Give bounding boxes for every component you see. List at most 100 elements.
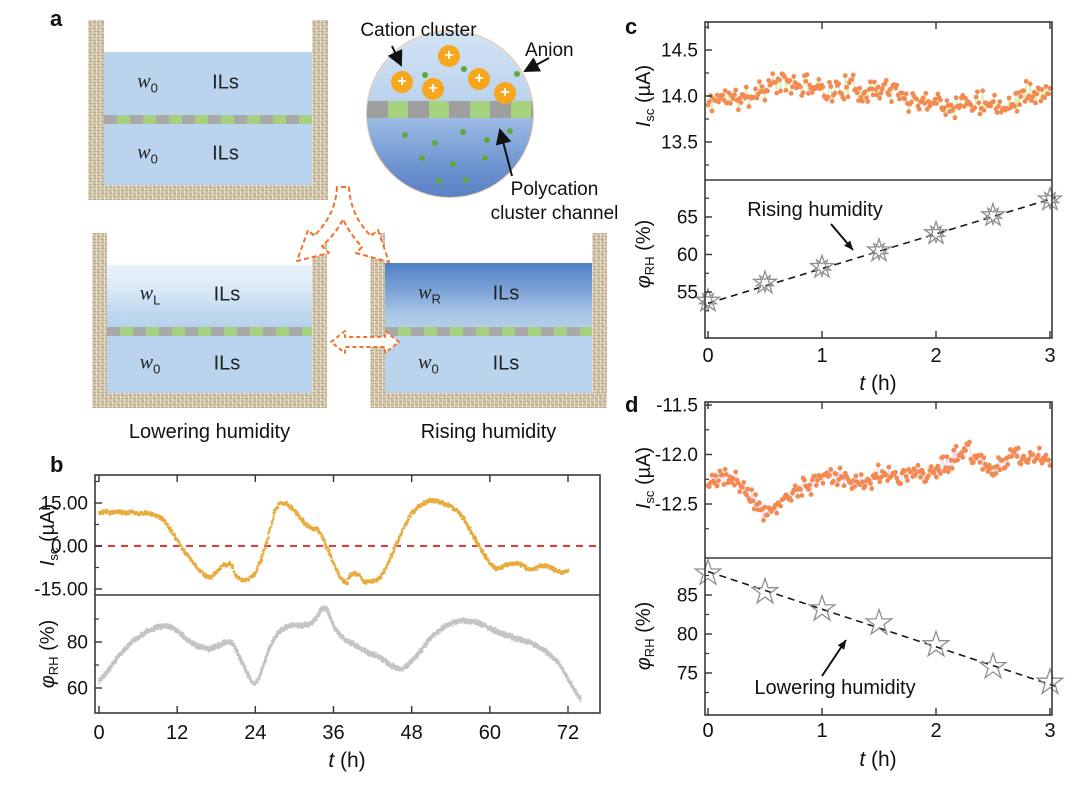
beaker-wall-bottom [92, 393, 327, 408]
star-marker [807, 593, 837, 622]
cation-icon: + [391, 71, 413, 93]
y-axis-label: Isc (µA) [37, 504, 61, 566]
polycation-channel-label: Polycation cluster channel [490, 179, 619, 224]
cation-arrow [387, 45, 403, 67]
y-tick-label: -12.5 [655, 495, 698, 516]
series [694, 71, 1064, 313]
beaker-wall-right [312, 233, 327, 408]
liquid-top: wR ILs [385, 263, 592, 327]
x-tick-label: 0 [93, 722, 104, 744]
beaker-lowering: wL ILs w0 ILs [92, 233, 327, 408]
liquid-top: wL ILs [107, 265, 312, 327]
anion-icon [436, 178, 442, 184]
x-tick-label: 24 [244, 722, 266, 744]
caption-lowering-humidity: Lowering humidity [128, 421, 291, 443]
x-tick-label: 2 [930, 720, 941, 742]
liquid-bottom: w0 ILs [107, 336, 312, 393]
x-tick-label: 36 [322, 722, 344, 744]
cation-cluster-label: Cation cluster [360, 20, 477, 41]
panel-label-d: d [625, 392, 639, 417]
star-marker [922, 219, 950, 245]
y-tick-label: 65 [677, 208, 698, 229]
y-tick-label: -15.00 [34, 580, 88, 601]
anion-icon [482, 155, 488, 161]
star-marker [1035, 666, 1065, 695]
y-axis-label: φRH (%) [633, 602, 657, 671]
annotation: Lowering humidity [754, 639, 916, 699]
panel-label-a: a [50, 6, 63, 31]
y-tick-label: 14.5 [661, 41, 698, 62]
branch-arrow [296, 186, 390, 263]
star-marker [864, 607, 894, 636]
caption-rising-humidity: Rising humidity [420, 421, 557, 443]
x-tick-label: 72 [557, 722, 579, 744]
anion-icon [484, 137, 490, 143]
x-tick-label: 12 [166, 722, 188, 744]
y-tick-label: -12.0 [655, 445, 698, 466]
beaker-rising: wR ILs w0 ILs [370, 233, 607, 408]
cation-icon: + [438, 45, 460, 67]
x-tick-label: 1 [816, 345, 827, 367]
anion-icon [461, 66, 467, 72]
panel-label-b: b [50, 452, 64, 477]
axes: 15.00 0.00 -15.00 Isc (µA) 80 60 φRH (%) 0 12 24 3… [34, 474, 601, 772]
cation-icon: + [422, 78, 444, 100]
star-marker [808, 253, 836, 279]
star-marker [751, 268, 779, 295]
annotation-arrowhead [837, 640, 846, 650]
anion-icon [463, 177, 469, 183]
fluid-label: ILs [492, 352, 520, 375]
y-axis-label: Isc (µA) [633, 65, 657, 127]
beaker-wall-right [592, 233, 607, 408]
anion-icon [514, 71, 520, 77]
anion-icon [422, 72, 428, 78]
beaker-initial: w0 ILs w0 ILs [88, 20, 328, 200]
beaker-wall-left [370, 233, 385, 408]
anion-arrow [523, 57, 550, 72]
y-tick-label: 85 [677, 586, 698, 607]
y-tick-label: 60 [67, 679, 88, 700]
star-marker [978, 651, 1008, 680]
x-axis-label: t (h) [328, 749, 365, 772]
x-tick-label: 0 [702, 720, 713, 742]
beaker-wall-left [88, 20, 104, 200]
x-axis-label: t (h) [859, 748, 896, 771]
cation-icon: + [494, 82, 516, 104]
water-content-label: wR [418, 281, 441, 307]
liquid-top: w0 ILs [104, 52, 312, 115]
panel-a-arrows [296, 45, 550, 354]
star-marker [694, 286, 722, 313]
y-tick-label: 13.5 [661, 133, 698, 154]
y-axis-label: Isc (µA) [633, 447, 657, 509]
annotation-text: Rising humidity [747, 199, 883, 221]
x-tick-label: 2 [930, 345, 941, 367]
y-axis-label: φRH (%) [633, 220, 657, 289]
x-tick-label: 60 [479, 722, 501, 744]
y-tick-label: 80 [677, 625, 698, 646]
y-tick-label: 75 [677, 664, 698, 685]
star-marker [750, 576, 780, 605]
star-marker [921, 629, 951, 658]
series [95, 497, 600, 703]
x-tick-label: 0 [702, 345, 713, 367]
water-content-label: wL [139, 282, 161, 308]
channel-arrow [495, 128, 513, 177]
y-tick-label: 14.0 [661, 87, 698, 108]
anion-icon [432, 140, 438, 146]
panel-label-c: c [625, 14, 638, 39]
anion-icon [419, 155, 425, 161]
anion-icon [450, 161, 456, 167]
cation-icon: + [468, 68, 490, 90]
annotation: Rising humidity [747, 199, 883, 251]
water-content-label: w0 [418, 351, 439, 376]
beaker-wall-bottom [370, 393, 607, 408]
y-tick-label: -11.5 [656, 396, 698, 417]
water-content-label: w0 [139, 351, 161, 376]
y-tick-label: 0.00 [51, 537, 88, 558]
anion-label: Anion [525, 40, 574, 61]
y-tick-label: 80 [67, 633, 88, 654]
x-axis-label: t (h) [859, 372, 896, 395]
